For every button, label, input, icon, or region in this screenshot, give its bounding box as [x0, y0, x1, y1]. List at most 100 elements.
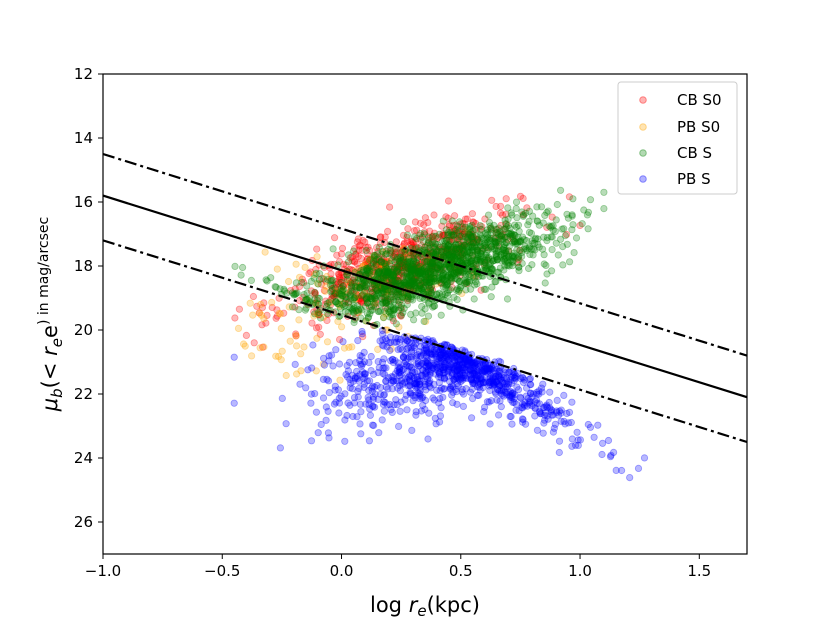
- point-cb-s: [480, 242, 489, 250]
- point-cb-s0: [412, 237, 420, 245]
- point-cb-s0: [468, 210, 476, 218]
- y-axis-label-var: μ: [38, 398, 62, 412]
- point-cb-s: [470, 295, 478, 303]
- point-cb-s: [547, 233, 555, 241]
- point-cb-s0: [376, 233, 384, 241]
- point-cb-s0: [338, 244, 347, 252]
- point-cb-s0: [414, 277, 423, 285]
- point-pb-s: [560, 417, 568, 425]
- point-cb-s0: [430, 229, 438, 237]
- point-cb-s: [272, 283, 280, 291]
- point-cb-s0: [519, 211, 527, 219]
- point-cb-s: [263, 277, 271, 285]
- point-pb-s: [402, 361, 410, 369]
- point-cb-s0: [468, 251, 476, 259]
- point-cb-s0: [426, 243, 434, 251]
- point-cb-s: [302, 304, 310, 312]
- point-pb-s0: [241, 342, 249, 350]
- point-cb-s0: [339, 281, 348, 290]
- point-cb-s0: [413, 262, 421, 270]
- point-pb-s: [346, 384, 354, 392]
- point-cb-s0: [474, 236, 482, 244]
- point-cb-s0: [364, 243, 372, 251]
- point-cb-s0: [452, 265, 460, 273]
- point-cb-s0: [331, 291, 340, 299]
- point-cb-s0: [377, 283, 385, 292]
- point-cb-s: [464, 230, 472, 238]
- point-pb-s: [512, 406, 520, 414]
- point-cb-s0: [374, 247, 382, 256]
- point-cb-s0: [468, 231, 476, 239]
- point-pb-s: [431, 414, 439, 422]
- point-pb-s0: [379, 262, 387, 270]
- point-cb-s0: [519, 194, 527, 202]
- point-cb-s: [432, 232, 440, 240]
- point-pb-s: [432, 420, 440, 428]
- point-cb-s: [563, 210, 571, 218]
- point-cb-s: [239, 263, 247, 272]
- point-cb-s0: [395, 298, 403, 306]
- y-tick-label: 22: [74, 385, 93, 403]
- point-cb-s0: [369, 260, 377, 268]
- point-cb-s: [397, 301, 405, 310]
- point-cb-s0: [458, 226, 467, 234]
- point-cb-s: [375, 268, 383, 277]
- point-pb-s: [406, 390, 414, 398]
- point-pb-s0: [344, 279, 353, 287]
- point-cb-s0: [439, 230, 447, 238]
- point-cb-s0: [391, 251, 399, 259]
- point-cb-s0: [440, 242, 449, 251]
- point-pb-s: [396, 335, 405, 343]
- point-cb-s0: [466, 231, 474, 239]
- point-cb-s0: [249, 292, 257, 301]
- point-pb-s0: [240, 340, 248, 348]
- point-pb-s: [341, 437, 349, 445]
- point-pb-s0: [326, 299, 334, 307]
- point-cb-s: [379, 314, 388, 322]
- point-cb-s0: [483, 256, 492, 264]
- point-pb-s: [494, 411, 503, 419]
- point-cb-s0: [314, 311, 323, 319]
- point-pb-s: [526, 397, 534, 405]
- point-pb-s: [404, 367, 412, 375]
- point-cb-s: [502, 220, 510, 228]
- point-cb-s: [473, 256, 481, 264]
- point-cb-s: [398, 269, 406, 277]
- point-cb-s0: [437, 279, 445, 287]
- point-pb-s: [461, 355, 469, 364]
- point-pb-s: [383, 401, 391, 409]
- point-cb-s0: [401, 250, 409, 258]
- point-cb-s0: [360, 288, 368, 296]
- point-cb-s0: [450, 227, 458, 235]
- point-pb-s: [573, 428, 581, 436]
- point-cb-s0: [368, 288, 376, 296]
- point-cb-s: [480, 255, 488, 263]
- point-cb-s: [382, 276, 390, 284]
- point-cb-s0: [433, 264, 442, 272]
- point-cb-s0: [359, 282, 367, 290]
- point-cb-s0: [350, 245, 359, 253]
- point-cb-s: [537, 203, 546, 211]
- point-cb-s: [387, 293, 395, 301]
- point-pb-s: [476, 386, 484, 394]
- point-cb-s: [509, 253, 518, 261]
- y-tick-label: 12: [74, 65, 93, 83]
- point-pb-s0: [277, 356, 285, 364]
- point-pb-s0: [361, 260, 370, 268]
- point-pb-s: [376, 383, 385, 392]
- point-cb-s0: [411, 218, 419, 226]
- point-pb-s0: [284, 277, 293, 286]
- point-cb-s0: [445, 226, 453, 234]
- point-cb-s0: [476, 225, 484, 233]
- point-cb-s: [295, 306, 303, 314]
- point-pb-s: [408, 426, 416, 434]
- point-cb-s: [556, 235, 565, 243]
- point-cb-s0: [326, 301, 334, 309]
- point-pb-s: [409, 397, 417, 405]
- point-pb-s: [291, 360, 299, 368]
- point-cb-s0: [392, 269, 400, 278]
- point-pb-s: [568, 435, 576, 443]
- point-cb-s0: [392, 291, 400, 300]
- point-pb-s0: [358, 264, 366, 272]
- point-cb-s0: [412, 274, 420, 282]
